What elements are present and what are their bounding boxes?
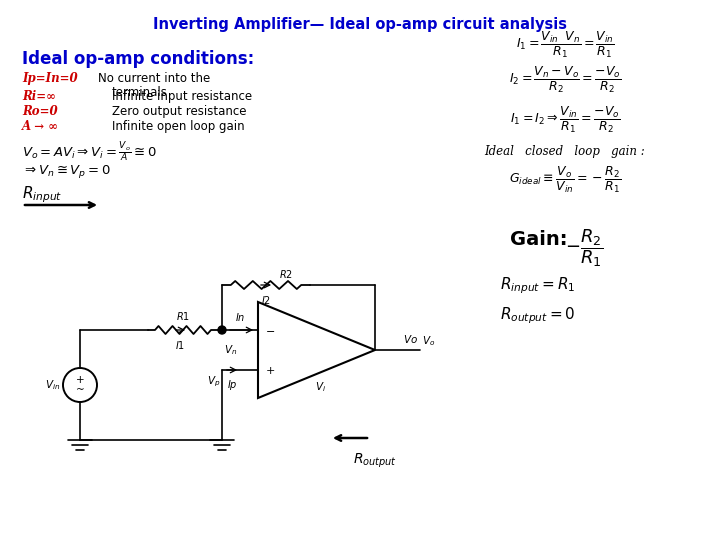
Text: $Vo$: $Vo$ — [403, 333, 418, 345]
Text: $-\dfrac{R_2}{R_1}$: $-\dfrac{R_2}{R_1}$ — [565, 227, 603, 268]
Text: $R1$: $R1$ — [176, 310, 190, 322]
Text: terminals: terminals — [112, 86, 168, 99]
Text: Ideal op-amp conditions:: Ideal op-amp conditions: — [22, 50, 254, 68]
Text: $V_o$: $V_o$ — [422, 334, 435, 348]
Text: $R_{output} = 0$: $R_{output} = 0$ — [500, 305, 575, 326]
Text: $R_{input} = R_1$: $R_{input} = R_1$ — [500, 275, 575, 295]
Text: $+$: $+$ — [265, 364, 275, 375]
Text: $R_{output}$: $R_{output}$ — [353, 452, 397, 470]
Text: Ro=0: Ro=0 — [22, 105, 58, 118]
Text: $I_2 = \dfrac{V_n - V_o}{R_2} = \dfrac{-V_o}{R_2}$: $I_2 = \dfrac{V_n - V_o}{R_2} = \dfrac{-… — [509, 65, 621, 95]
Text: Ri=∞: Ri=∞ — [22, 90, 56, 103]
Text: $V_n$: $V_n$ — [224, 343, 237, 357]
Circle shape — [218, 326, 226, 334]
Text: $I1$: $I1$ — [175, 339, 185, 351]
Text: ~: ~ — [76, 385, 84, 395]
Text: +: + — [76, 375, 84, 385]
Text: No current into the: No current into the — [98, 72, 210, 85]
Text: Infinite open loop gain: Infinite open loop gain — [112, 120, 245, 133]
Text: $V_{in}$: $V_{in}$ — [45, 378, 60, 392]
Text: Zero output resistance: Zero output resistance — [112, 105, 246, 118]
Text: $G_{ideal} \equiv \dfrac{V_o}{V_{in}} = -\dfrac{R_2}{R_1}$: $G_{ideal} \equiv \dfrac{V_o}{V_{in}} = … — [509, 165, 621, 195]
Text: $I2$: $I2$ — [261, 294, 271, 306]
Text: Ideal   closed   loop   gain :: Ideal closed loop gain : — [485, 145, 645, 158]
Text: Infinite input resistance: Infinite input resistance — [112, 90, 252, 103]
Text: Gain:: Gain: — [510, 230, 567, 249]
Text: $I_1 = I_2 \Rightarrow \dfrac{V_{in}}{R_1} = \dfrac{-V_o}{R_2}$: $I_1 = I_2 \Rightarrow \dfrac{V_{in}}{R_… — [510, 105, 620, 135]
Text: $\Rightarrow V_n \cong V_p = 0$: $\Rightarrow V_n \cong V_p = 0$ — [22, 163, 111, 180]
Text: $In$: $In$ — [235, 311, 246, 323]
Text: $V_o = AV_i \Rightarrow V_i = \frac{V_o}{A} \cong 0$: $V_o = AV_i \Rightarrow V_i = \frac{V_o}… — [22, 140, 157, 164]
Text: Ip=In=0: Ip=In=0 — [22, 72, 78, 85]
Text: $R_{input}$: $R_{input}$ — [22, 185, 63, 205]
Text: $R2$: $R2$ — [279, 268, 293, 280]
Text: $V_p$: $V_p$ — [207, 375, 220, 389]
Text: A → ∞: A → ∞ — [22, 120, 59, 133]
Text: $Ip$: $Ip$ — [227, 378, 238, 392]
Text: Inverting Amplifier— Ideal op-amp circuit analysis: Inverting Amplifier— Ideal op-amp circui… — [153, 17, 567, 32]
Text: $-$: $-$ — [265, 325, 275, 335]
Text: $I_1 = \dfrac{V_{in}\;\;V_n}{R_1} = \dfrac{V_{in}}{R_1}$: $I_1 = \dfrac{V_{in}\;\;V_n}{R_1} = \dfr… — [516, 30, 614, 60]
Text: $V_i$: $V_i$ — [315, 380, 327, 394]
